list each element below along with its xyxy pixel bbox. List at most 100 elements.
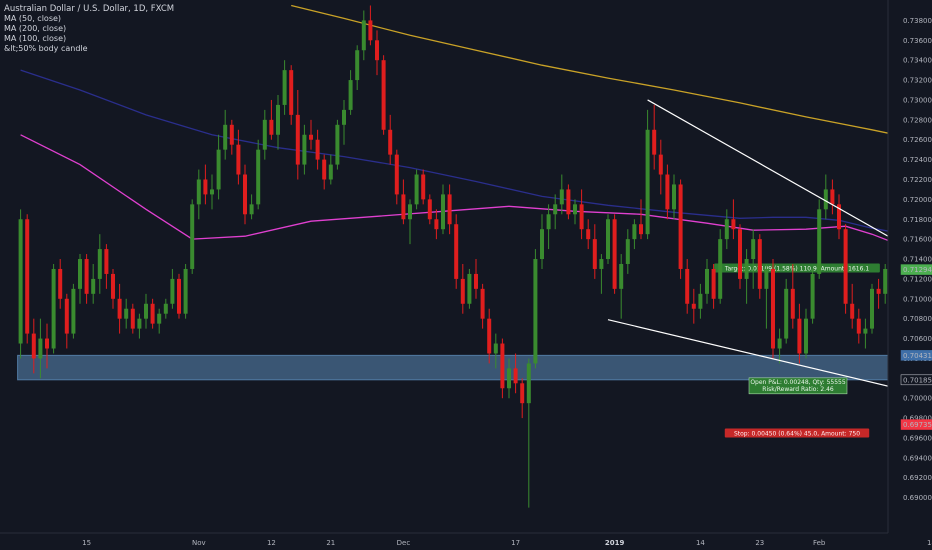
candle-body	[256, 149, 261, 205]
candle-body	[163, 303, 168, 314]
candle-body	[355, 50, 360, 81]
price-label-bg	[900, 350, 932, 361]
candle-body	[170, 278, 175, 304]
price-tick: 0.69800	[903, 415, 932, 423]
candle-59	[408, 199, 412, 245]
time-tick: Feb	[813, 539, 826, 547]
candle-body	[441, 194, 445, 230]
candle-body	[31, 333, 36, 359]
candle-96	[652, 104, 657, 170]
candle-65	[447, 184, 452, 235]
price-tick: 0.72600	[903, 136, 932, 144]
candle-body	[183, 268, 188, 314]
candle-14	[111, 268, 115, 309]
target-label-bg	[714, 263, 880, 273]
time-axis-bg	[0, 533, 932, 550]
candle-body	[606, 219, 610, 260]
candle-63	[434, 209, 439, 240]
candle-106	[718, 229, 723, 304]
candle-74	[507, 358, 511, 399]
candle-body	[421, 174, 426, 200]
position-tool[interactable]: Target: 0.01109 (1.58%) 110.9, Amount: 1…	[714, 263, 932, 438]
candle-122	[823, 174, 828, 220]
candle-body	[678, 184, 683, 269]
price-tick: 0.70600	[903, 335, 932, 343]
candle-body	[394, 154, 399, 195]
candle-20	[150, 298, 155, 329]
candle-body	[658, 154, 663, 175]
candle-body	[229, 124, 234, 145]
candle-body	[427, 199, 432, 220]
candle-42	[295, 90, 300, 180]
candle-36	[256, 139, 261, 210]
price-axis-bg	[888, 0, 932, 550]
ma100-line	[20, 69, 932, 237]
candle-77	[526, 358, 531, 508]
candle-27	[196, 169, 201, 220]
time-tick: 17	[511, 539, 520, 547]
trendline-0[interactable]	[647, 99, 932, 351]
candle-body	[777, 338, 782, 349]
price-tick: 0.71000	[903, 295, 932, 303]
candle-118	[797, 303, 802, 364]
candle-76	[520, 378, 525, 419]
candle-body	[764, 268, 769, 289]
ma200-line	[291, 4, 932, 144]
price-tick: 0.71200	[903, 275, 932, 283]
candle-body	[460, 278, 465, 304]
candle-15	[117, 283, 122, 334]
candle-body	[210, 189, 214, 195]
candle-114	[771, 259, 775, 359]
candle-body	[276, 104, 280, 135]
candle-body	[691, 303, 696, 309]
candle-body	[784, 288, 789, 339]
candle-body	[64, 298, 69, 334]
candle-body	[342, 109, 346, 125]
candle-70	[480, 283, 485, 329]
legend-body-candle: &lt;50% body candle	[4, 44, 88, 53]
price-label: 0.69735	[903, 421, 932, 429]
candle-11	[91, 263, 96, 304]
candle-33	[236, 129, 241, 185]
candle-82	[559, 174, 564, 215]
candle-84	[573, 199, 577, 225]
candle-105	[711, 263, 716, 309]
candle-body	[566, 189, 571, 215]
candle-8	[71, 283, 76, 339]
candle-24	[177, 273, 181, 319]
candle-body	[500, 343, 505, 389]
price-label: 0.70431	[903, 352, 932, 360]
candle-body	[870, 288, 874, 329]
trendline-1[interactable]	[607, 319, 932, 434]
candle-69	[474, 259, 478, 299]
candle-55	[381, 55, 386, 135]
candle-body	[91, 278, 96, 294]
price-tick: 0.73800	[903, 17, 932, 25]
candle-body	[289, 70, 294, 115]
zone-0	[17, 354, 932, 381]
candle-body	[731, 219, 736, 230]
candle-body	[236, 144, 241, 175]
candle-body	[639, 224, 643, 235]
candle-0	[18, 209, 23, 359]
target-label: Target: 0.01109 (1.58%) 110.9, Amount: 1…	[724, 266, 870, 273]
candle-body	[546, 214, 551, 230]
candle-71	[487, 308, 492, 364]
candle-101	[685, 259, 690, 314]
price-label-bg	[900, 264, 932, 275]
candle-body	[540, 229, 544, 260]
candle-111	[751, 229, 756, 289]
candle-body	[474, 273, 478, 289]
candle-45	[315, 129, 320, 170]
candle-body	[111, 273, 115, 299]
time-tick: Nov	[192, 539, 206, 547]
candle-62	[427, 194, 432, 225]
candle-body	[685, 268, 690, 304]
candle-116	[784, 278, 789, 344]
candle-81	[553, 194, 558, 230]
candle-body	[71, 288, 76, 334]
candles-layer	[18, 5, 888, 508]
candle-127	[856, 308, 861, 344]
candle-body	[216, 149, 221, 190]
